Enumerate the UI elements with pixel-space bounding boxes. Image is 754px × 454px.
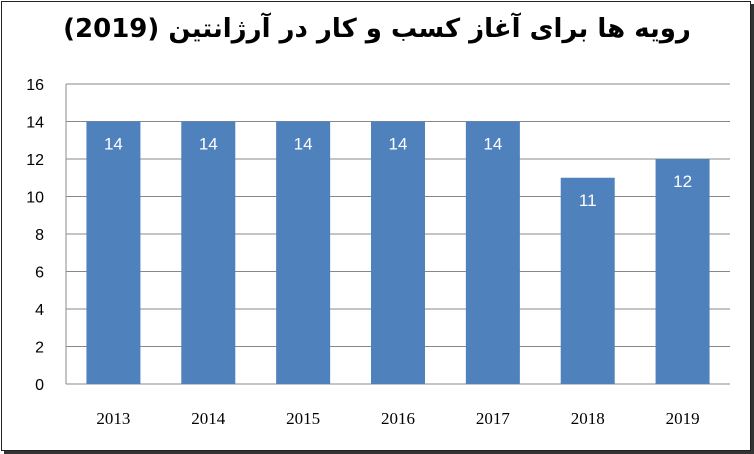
bars: 14 14 14 14 14 11 12: [86, 121, 710, 384]
bar: [465, 121, 520, 384]
bar: [560, 177, 615, 384]
y-tick-label: 4: [35, 302, 44, 319]
y-tick-label: 14: [26, 115, 44, 132]
y-axis-ticks: 0 2 4 6 8 10 12 14 16: [26, 77, 44, 394]
x-tick-label: 2015: [286, 409, 320, 428]
bar: [181, 121, 236, 384]
bar-value-label: 14: [389, 135, 408, 154]
x-tick-label: 2019: [666, 409, 700, 428]
chart-title: رویه ها برای آغاز کسب و کار در آرژانتین …: [63, 14, 691, 44]
x-tick-label: 2017: [476, 409, 511, 428]
bar-value-label: 14: [483, 135, 502, 154]
y-tick-label: 16: [26, 77, 44, 94]
x-tick-label: 2016: [381, 409, 415, 428]
bar: [86, 121, 141, 384]
x-axis-ticks: 2013 2014 2015 2016 2017 2018 2019: [96, 409, 699, 428]
y-tick-label: 10: [26, 190, 44, 207]
bar-value-label: 14: [199, 135, 218, 154]
bar-value-label: 12: [673, 172, 692, 191]
bar: [371, 121, 425, 384]
x-tick-label: 2013: [96, 409, 130, 428]
y-tick-label: 12: [26, 152, 44, 169]
y-tick-label: 0: [35, 377, 44, 394]
bar-value-label: 14: [294, 135, 313, 154]
bar: [655, 159, 710, 384]
bar-value-label: 11: [579, 191, 597, 210]
bar-value-label: 14: [104, 135, 123, 154]
y-tick-label: 8: [35, 227, 44, 244]
y-tick-label: 2: [35, 340, 44, 357]
y-tick-label: 6: [35, 265, 44, 282]
x-tick-label: 2018: [571, 409, 605, 428]
x-tick-label: 2014: [191, 409, 226, 428]
bar: [276, 121, 331, 384]
